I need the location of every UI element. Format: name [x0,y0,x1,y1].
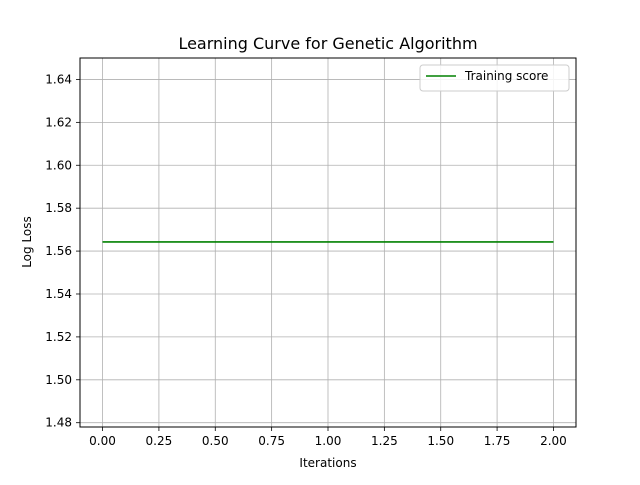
x-axis-label: Iterations [299,456,356,470]
x-tick-label: 1.00 [315,434,342,448]
legend: Training score [419,64,570,92]
y-tick-label: 1.52 [45,330,72,344]
y-tick-label: 1.60 [45,158,72,172]
x-tick-label: 0.00 [89,434,116,448]
y-axis-label: Log Loss [20,216,34,268]
y-axis-ticks: 1.48 1.50 1.52 1.54 1.56 1.58 1.60 1.62 1.64 [45,72,80,430]
chart-title: Learning Curve for Genetic Algorithm [178,34,477,53]
x-tick-label: 2.00 [540,434,567,448]
y-tick-label: 1.54 [45,287,72,301]
y-tick-label: 1.62 [45,115,72,129]
legend-label-training-score: Training score [464,69,548,83]
x-tick-label: 1.25 [371,434,398,448]
y-tick-label: 1.50 [45,373,72,387]
legend-box [419,64,570,92]
x-tick-label: 1.50 [427,434,454,448]
x-tick-label: 1.75 [484,434,511,448]
y-tick-label: 1.58 [45,201,72,215]
y-tick-label: 1.64 [45,72,72,86]
y-tick-label: 1.48 [45,416,72,430]
y-tick-label: 1.56 [45,244,72,258]
x-tick-label: 0.75 [258,434,285,448]
x-tick-label: 0.25 [146,434,173,448]
x-axis-ticks: 0.00 0.25 0.50 0.75 1.00 1.25 1.50 1.75 2.00 [89,427,567,448]
grid [80,58,576,427]
x-tick-label: 0.50 [202,434,229,448]
